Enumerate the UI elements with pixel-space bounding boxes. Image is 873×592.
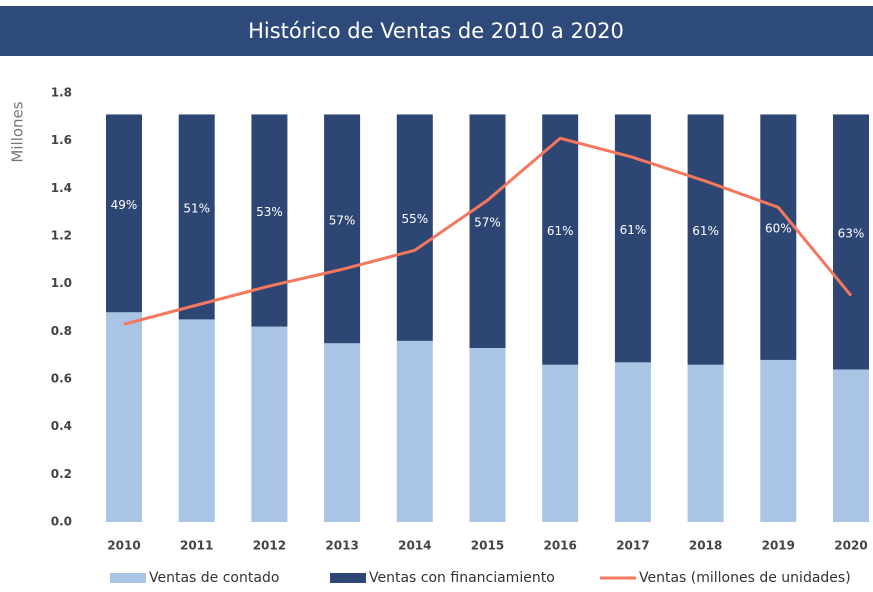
bar [251,326,288,522]
x-tick-label: 2020 [834,539,867,553]
bar [542,114,579,365]
bar [469,114,506,349]
data-label: 57% [474,216,501,230]
data-label: 61% [547,224,574,238]
bar [324,114,361,344]
legend-swatch [330,573,366,583]
y-tick-label: 0.2 [51,467,72,481]
data-label: 61% [692,224,719,238]
data-label: 63% [838,226,865,240]
data-label: 61% [620,223,647,237]
bar [687,114,724,365]
x-tick-label: 2012 [253,539,286,553]
bar [687,364,724,522]
bar [396,114,433,341]
x-tick-label: 2013 [325,539,358,553]
bar [833,114,869,370]
bar [251,114,288,327]
line [123,136,853,326]
x-tick-label: 2017 [616,539,649,553]
bar [542,364,579,522]
bar [833,369,869,522]
x-tick-label: 2010 [107,539,140,553]
bar [760,359,797,522]
data-label: 55% [401,212,428,226]
x-tick-label: 2019 [762,539,795,553]
legend-swatch [110,573,146,583]
y-tick-label: 1.0 [51,276,72,290]
bar [396,340,433,522]
x-tick-label: 2011 [180,539,213,553]
y-tick-label: 1.4 [51,181,72,195]
x-tick-label: 2018 [689,539,722,553]
y-tick-label: 1.6 [51,133,72,147]
data-label: 53% [256,205,283,219]
y-tick-label: 1.2 [51,229,72,243]
data-label: 49% [111,198,138,212]
x-tick-label: 2014 [398,539,431,553]
data-label: 60% [765,222,792,236]
y-tick-label: 0.0 [51,515,72,529]
x-tick-label: 2015 [471,539,504,553]
x-tick-label: 2016 [543,539,576,553]
data-label: 57% [329,213,356,227]
legend-label: Ventas de contado [149,570,279,586]
bar [178,319,215,522]
chart-title: Histórico de Ventas de 2010 a 2020 [248,19,624,43]
title-bar [0,6,873,56]
bar [106,114,142,313]
y-tick-label: 0.8 [51,324,72,338]
y-tick-label: 0.4 [51,419,72,433]
bar [614,114,651,363]
data-label: 51% [183,201,210,215]
y-tick-label: 1.8 [51,86,72,100]
bar [614,362,651,522]
bar [178,114,215,320]
legend-label: Ventas con financiamiento [369,570,555,586]
bar [324,343,361,522]
legend-label: Ventas (millones de unidades) [639,570,851,586]
bar [760,114,797,360]
y-tick-label: 0.6 [51,372,72,386]
y-axis-label: Millones [9,101,27,162]
bar [106,312,142,522]
bar [469,348,506,522]
